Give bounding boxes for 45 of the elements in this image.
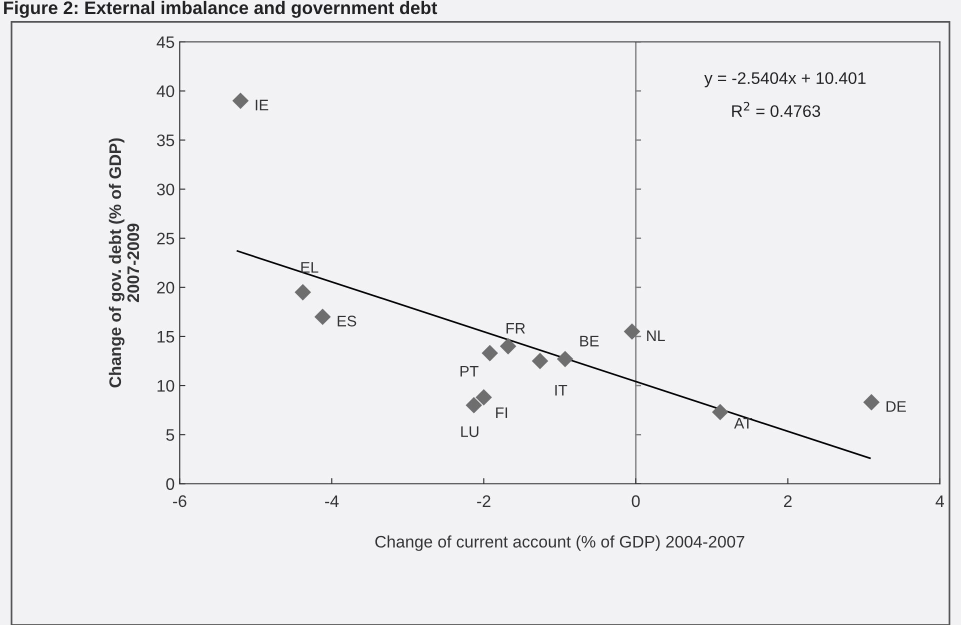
point xyxy=(476,389,492,406)
y-axis-title: Change of gov. debt (% of GDP) 2007-2009 xyxy=(108,138,140,388)
x-tick-label: 2 xyxy=(784,495,792,507)
point xyxy=(482,344,498,362)
point xyxy=(466,396,482,414)
annotation: DE xyxy=(886,401,906,412)
annotation: AT xyxy=(734,418,752,429)
y-tick-label: 20 xyxy=(157,282,174,294)
point xyxy=(712,404,728,420)
annotation: PT xyxy=(460,366,478,377)
y-tick-label: 40 xyxy=(156,85,174,98)
point xyxy=(532,352,548,370)
y-tick-label: 15 xyxy=(158,331,174,343)
annotation: ES xyxy=(338,316,356,326)
annotation: LU xyxy=(461,426,478,438)
annotation: EL xyxy=(301,262,318,273)
annotation: y = -2.5404x + 10.401 xyxy=(704,72,866,88)
point xyxy=(556,350,574,368)
x-tick-label: 4 xyxy=(936,495,944,507)
y-tick-label: 45 xyxy=(156,36,174,48)
annotation: FI xyxy=(496,407,508,418)
x-tick-label: -4 xyxy=(325,495,339,507)
x-tick-label: 0 xyxy=(632,495,640,508)
chart-title: Figure 2: External imbalance and government debt xyxy=(4,0,438,18)
annotation: IE xyxy=(256,100,268,110)
point xyxy=(500,338,516,354)
annotation: NL xyxy=(647,330,665,342)
x-tick-label: -6 xyxy=(173,495,186,508)
point xyxy=(863,394,880,410)
annotation: BE xyxy=(580,336,599,346)
x-tick-label: -2 xyxy=(477,495,490,507)
annotation: R$^{2}$ = 0.4763 xyxy=(732,102,820,118)
x-axis-title: Change of current account (% of GDP) 2004-2007 xyxy=(375,535,744,551)
annotation: IT xyxy=(555,385,568,396)
point xyxy=(624,323,640,340)
point xyxy=(294,284,312,300)
y-tick-label: 25 xyxy=(157,232,174,244)
point xyxy=(314,308,331,326)
y-tick-label: 10 xyxy=(158,380,174,392)
y-tick-label: 35 xyxy=(156,134,174,146)
point xyxy=(232,92,249,110)
y-tick-label: 5 xyxy=(166,429,174,441)
y-tick-label: 0 xyxy=(166,478,174,490)
annotation: FR xyxy=(506,323,525,334)
y-tick-label: 30 xyxy=(156,184,174,196)
